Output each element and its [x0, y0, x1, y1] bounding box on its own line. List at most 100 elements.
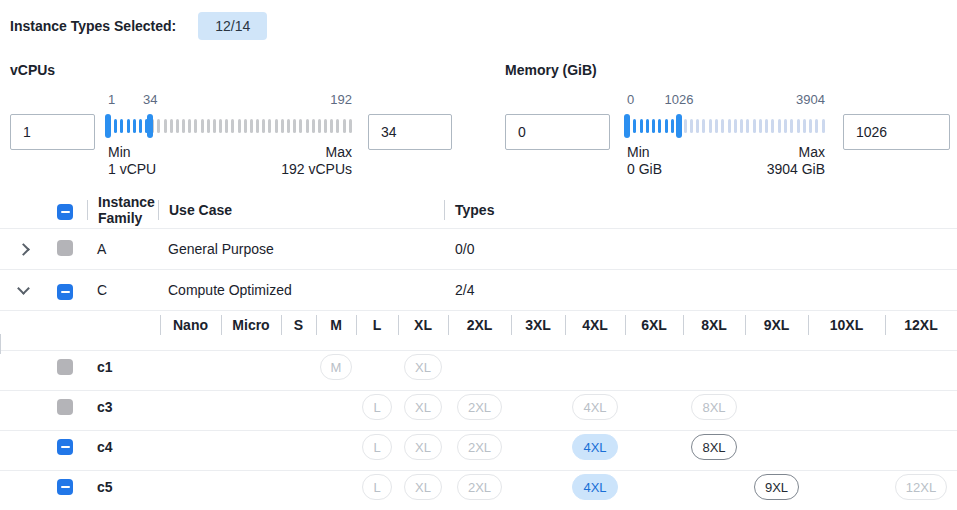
instance-row-left: c3 — [0, 391, 160, 424]
size-cell: XL — [398, 394, 448, 420]
size-cell: 2XL — [448, 474, 511, 500]
slider-tick — [188, 119, 191, 133]
size-cell: 2XL — [448, 434, 511, 460]
size-column-label: S — [294, 317, 303, 333]
slider-tick — [665, 119, 668, 133]
instance-row: c4LXL2XL4XL8XL — [0, 431, 957, 471]
size-pill-9xl[interactable]: 9XL — [754, 474, 799, 500]
checkbox-dash — [61, 291, 70, 293]
vcpus-filter: vCPUs 1 34 192 Min Max 1 vCPU 192 vCPUs — [10, 62, 452, 178]
slider-tick — [250, 119, 253, 133]
size-column-header: 9XL — [745, 311, 808, 339]
memory-scale-handle: 1026 — [665, 92, 694, 107]
slider-tick — [293, 119, 296, 133]
size-column-header: 10XL — [808, 311, 885, 339]
slider-tick — [797, 119, 800, 133]
slider-tick — [753, 119, 756, 133]
vcpus-min-input[interactable] — [10, 114, 95, 150]
slider-tick — [201, 119, 204, 133]
checkbox-dash — [61, 486, 70, 488]
slider-handle-min[interactable] — [105, 114, 111, 138]
vcpus-range-slider[interactable]: 1 34 192 Min Max 1 vCPU 192 vCPUs — [108, 92, 352, 178]
instance-row: c3LXL2XL4XL8XL — [0, 391, 957, 431]
slider-tick — [765, 119, 768, 133]
select-all-checkbox[interactable] — [57, 204, 73, 220]
column-header-use-case: Use Case — [169, 202, 232, 218]
slider-tick — [696, 119, 699, 133]
expand-row-button[interactable] — [0, 229, 47, 269]
slider-tick — [728, 119, 731, 133]
slider-tick — [312, 119, 315, 133]
row-checkbox[interactable] — [57, 439, 73, 455]
size-pill-8xl: 8XL — [691, 394, 736, 420]
slider-tick — [778, 119, 781, 133]
slider-tick — [194, 119, 197, 133]
slider-handle-max[interactable] — [676, 114, 682, 138]
size-column-label: XL — [414, 317, 432, 333]
slider-tick — [256, 119, 259, 133]
family-types-count: 2/4 — [444, 282, 957, 298]
vcpus-scale-handle: 34 — [143, 92, 157, 107]
slider-tick — [646, 119, 649, 133]
slider-tick — [658, 119, 661, 133]
memory-slider-track[interactable] — [627, 112, 825, 140]
slider-tick — [336, 119, 339, 133]
memory-min-caption: Min — [627, 144, 650, 161]
column-divider — [625, 315, 626, 335]
instance-family-table: Instance Family Use Case Types AGeneral … — [0, 192, 957, 510]
memory-scale-labels: 0 1026 3904 — [627, 92, 825, 112]
size-pill-l: L — [362, 434, 392, 460]
family-name: C — [87, 282, 158, 298]
size-pill-4xl[interactable]: 4XL — [572, 474, 617, 500]
instance-row: c1MXL — [0, 351, 957, 391]
family-use-case: General Purpose — [158, 241, 444, 257]
column-divider — [158, 200, 159, 220]
size-pill-2xl: 2XL — [457, 434, 502, 460]
size-pill-12xl: 12XL — [895, 474, 947, 500]
column-divider — [221, 315, 222, 335]
slider-tick — [330, 119, 333, 133]
row-checkbox[interactable] — [57, 284, 73, 300]
vcpus-max-input[interactable] — [368, 114, 452, 150]
slider-tick — [127, 119, 130, 133]
size-column-header: S — [281, 311, 316, 339]
instance-name: c4 — [97, 439, 113, 455]
row-checkbox[interactable] — [57, 479, 73, 495]
slider-tick — [213, 119, 216, 133]
slider-handle-max[interactable] — [147, 114, 153, 138]
memory-title: Memory (GiB) — [505, 62, 950, 78]
slider-tick — [139, 119, 142, 133]
size-column-label: 4XL — [582, 317, 608, 333]
size-pill-xl: XL — [404, 354, 442, 380]
size-column-header: L — [356, 311, 398, 339]
memory-max-detail: 3904 GiB — [767, 161, 825, 178]
memory-range-slider[interactable]: 0 1026 3904 Min Max 0 GiB 3904 GiB — [627, 92, 825, 178]
instance-name: c1 — [97, 359, 113, 375]
size-column-header: 4XL — [565, 311, 625, 339]
size-cell: L — [356, 474, 398, 500]
slider-tick — [771, 119, 774, 133]
collapse-row-button[interactable] — [0, 270, 47, 310]
chevron-down-icon — [17, 282, 30, 295]
size-cell: L — [356, 394, 398, 420]
memory-max-input[interactable] — [843, 114, 950, 150]
vcpus-slider-track[interactable] — [108, 112, 352, 140]
slider-tick — [784, 119, 787, 133]
size-column-label: 9XL — [764, 317, 790, 333]
family-use-case: Compute Optimized — [158, 282, 444, 298]
slider-tick — [633, 119, 636, 133]
table-header-row: Instance Family Use Case Types — [0, 192, 957, 229]
instance-row: c5LXL2XL4XL9XL12XL — [0, 471, 957, 510]
slider-handle-min[interactable] — [624, 114, 630, 138]
memory-min-input[interactable] — [505, 114, 610, 150]
instance-row-left: c4 — [0, 431, 160, 464]
size-pill-8xl[interactable]: 8XL — [691, 434, 736, 460]
family-row: AGeneral Purpose0/0 — [0, 229, 957, 270]
size-pill-4xl[interactable]: 4XL — [572, 434, 617, 460]
size-cell: L — [356, 434, 398, 460]
size-column-label: M — [330, 317, 342, 333]
size-column-label: 6XL — [641, 317, 667, 333]
slider-tick — [182, 119, 185, 133]
size-pill-l: L — [362, 474, 392, 500]
checkbox-cell — [47, 280, 87, 300]
